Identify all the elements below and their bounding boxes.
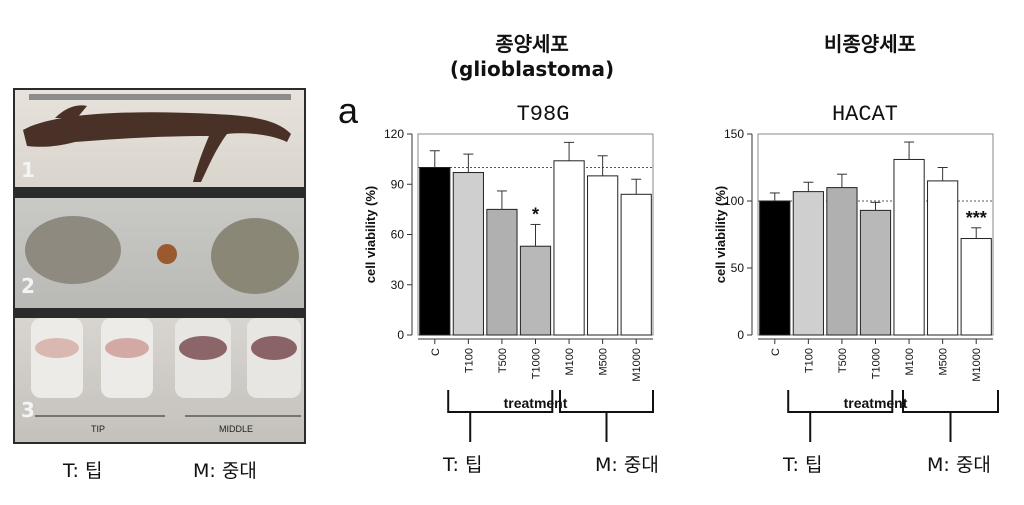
tumor-cell-heading: 종양세포 (glioblastoma)	[448, 28, 616, 81]
middle-label: MIDDLE	[219, 424, 254, 434]
t98g-bar-c	[419, 167, 451, 336]
t98g-y-tick-label-0: 0	[397, 328, 404, 342]
hacat-bar-t100	[792, 191, 824, 336]
hacat-significance-0: ***	[966, 208, 987, 228]
t98g-bar-m500	[587, 175, 619, 336]
hacat-y-tick-label-0: 0	[737, 328, 744, 342]
hacat-title: HACAT	[832, 102, 898, 127]
t98g-x-axis-label: treatment	[504, 395, 568, 411]
hacat-bar-t1000	[859, 209, 892, 336]
hacat-y-tick-label-1: 50	[731, 261, 745, 275]
hacat-bar-m1000	[960, 238, 992, 336]
hacat-y-tick-label-2: 100	[724, 194, 744, 208]
hacat-group-bracket-m	[902, 390, 999, 442]
antler-tine	[55, 105, 87, 118]
hacat-x-tick-label-t1000: T1000	[871, 348, 883, 379]
tube-4-powder	[251, 336, 297, 360]
t98g-x-tick-label-m1000: M1000	[631, 348, 643, 382]
powder-drawing	[25, 216, 299, 294]
t98g-y-tick-label-4: 120	[384, 127, 404, 141]
t98g-bar-t100	[452, 172, 484, 336]
tubes-photo: 3 TIP MIDDLE	[15, 318, 304, 442]
strip-number-2: 2	[21, 274, 35, 298]
hacat-x-tick-label-m500: M500	[938, 348, 950, 376]
t98g-x-tick-label-m100: M100	[564, 348, 576, 376]
t98g-y-tick-label-1: 30	[391, 278, 405, 292]
t98g-group-legend-tip: T: 팁	[442, 454, 482, 476]
t98g-bar-t1000	[519, 245, 552, 336]
hacat-bar-m100	[893, 158, 925, 336]
hacat-chart: HACAT 0 50 100 150 cell viability (%) C T100 T50…	[713, 102, 999, 476]
hacat-x-tick-label-m1000: M1000	[971, 348, 983, 382]
hacat-x-tick-label-c: C	[770, 348, 782, 356]
t98g-x-tick-label-m500: M500	[598, 348, 610, 376]
hacat-x-axis-label: treatment	[844, 395, 908, 411]
t98g-x-tick-label-t500: T500	[497, 348, 509, 373]
hacat-bar-c	[759, 200, 791, 336]
hacat-x-tick-label-t100: T100	[803, 348, 815, 373]
coin	[157, 244, 177, 264]
t98g-y-axis-label: cell viability (%)	[363, 186, 378, 284]
panel-letter: a	[338, 90, 359, 131]
t98g-bar-t500	[486, 208, 518, 336]
t98g-x-tick-label-c: C	[430, 348, 442, 356]
tube-2-powder	[105, 338, 149, 358]
t98g-x-tick-label-t100: T100	[463, 348, 475, 373]
tip-label: TIP	[91, 424, 106, 434]
t98g-group-bracket-t	[447, 390, 554, 442]
hacat-group-legend-tip: T: 팁	[782, 454, 822, 476]
hacat-group-legend-middle: M: 중대	[927, 454, 991, 476]
powder-photo: 2	[15, 198, 304, 308]
t98g-title: T98G	[517, 102, 570, 127]
t98g-y-tick-label-2: 60	[391, 228, 405, 242]
strip-number-3: 3	[21, 398, 35, 422]
t98g-significance-0: *	[532, 204, 539, 224]
ruler	[29, 94, 291, 100]
t98g-group-legend-middle: M: 중대	[595, 454, 659, 476]
middle-powder-pile	[211, 218, 299, 294]
tubes-drawing	[31, 318, 301, 417]
tube-3-powder	[179, 336, 227, 360]
antler-photo: 1	[15, 90, 304, 187]
hacat-bar-m500	[927, 180, 959, 336]
photo-legend-tip: T: 팁	[63, 460, 103, 482]
hacat-y-axis-label: cell viability (%)	[713, 186, 728, 284]
tube-1-powder	[35, 338, 79, 358]
t98g-group-bracket-m	[559, 390, 654, 442]
tumor-cell-heading-line1: 종양세포	[495, 32, 569, 56]
hacat-y-tick-label-3: 150	[724, 127, 744, 141]
t98g-bar-m1000	[620, 193, 652, 336]
t98g-y-tick-label-3: 90	[391, 177, 405, 191]
antler-shape	[23, 112, 291, 182]
tumor-cell-heading-line2: (glioblastoma)	[449, 57, 615, 81]
strip-number-1: 1	[21, 158, 35, 182]
hacat-bar-t500	[826, 187, 858, 336]
hacat-x-tick-label-t500: T500	[837, 348, 849, 373]
antler-photo-panel: 1 2 3 TIP MIDDLE	[13, 88, 306, 444]
hacat-x-tick-label-m100: M100	[904, 348, 916, 376]
photo-legend-middle: M: 중대	[193, 460, 257, 482]
t98g-chart: T98G 0 30 60 90 120 cell viability (%) C T100 T50…	[363, 102, 659, 476]
non-tumor-cell-heading: 비종양세포	[824, 32, 916, 56]
t98g-bar-m100	[553, 160, 585, 336]
hacat-group-bracket-t	[787, 390, 894, 442]
antler-drawing	[23, 94, 291, 182]
tip-powder-pile	[25, 216, 121, 284]
t98g-x-tick-label-t1000: T1000	[531, 348, 543, 379]
